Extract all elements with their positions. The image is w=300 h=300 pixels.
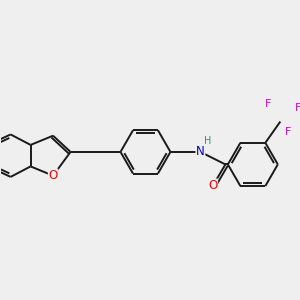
Text: F: F	[265, 99, 271, 109]
Text: F: F	[285, 127, 291, 136]
Text: H: H	[204, 136, 211, 146]
Text: O: O	[208, 179, 218, 192]
Text: O: O	[48, 169, 58, 182]
Text: F: F	[295, 103, 300, 113]
Text: N: N	[196, 146, 205, 158]
